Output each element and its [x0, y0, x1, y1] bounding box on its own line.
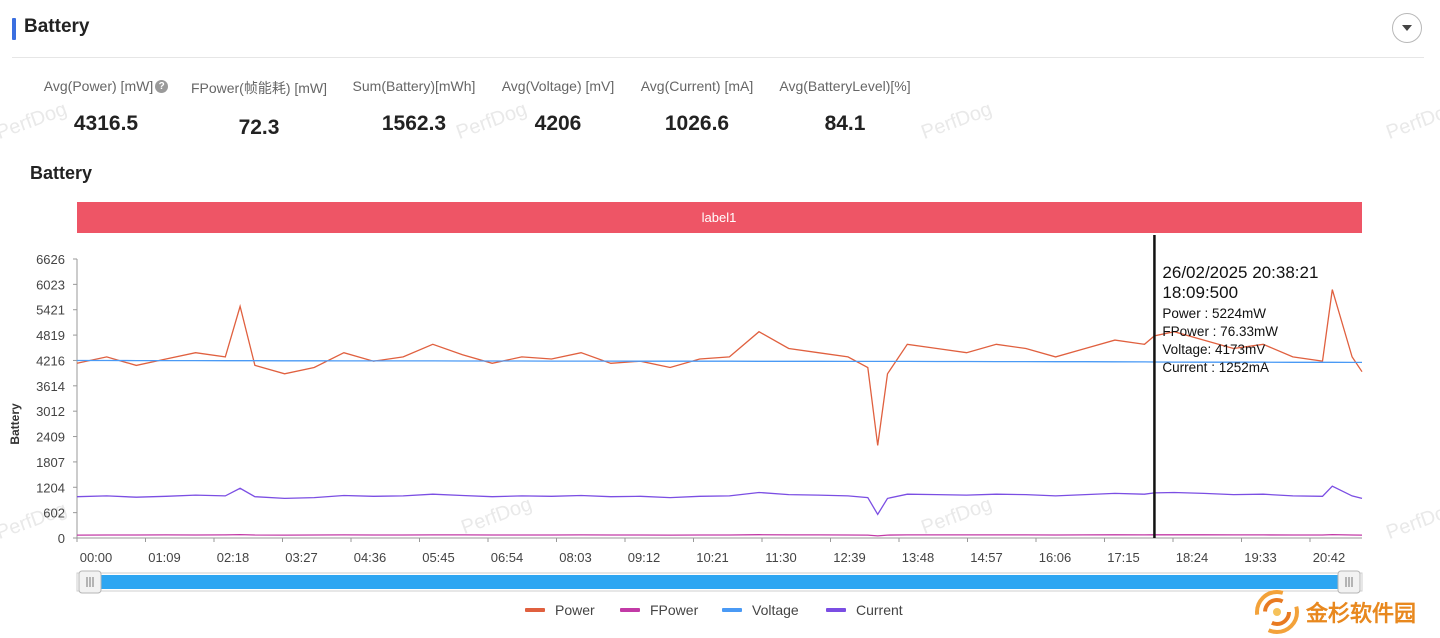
legend-label[interactable]: FPower [650, 602, 699, 618]
zoom-range[interactable] [89, 575, 1350, 589]
stat-fpower: FPower(帧能耗) [mW] 72.3 [187, 78, 331, 140]
x-tick-label: 04:36 [354, 550, 387, 565]
legend-label[interactable]: Power [555, 602, 595, 618]
tooltip-time2: 18:09:500 [1162, 283, 1238, 302]
legend-swatch[interactable] [525, 608, 545, 612]
y-tick-label: 0 [58, 531, 65, 546]
x-tick-label: 20:42 [1313, 550, 1346, 565]
stat-label: Avg(Current) [mA] [640, 78, 754, 94]
stat-avg-voltage: Avg(Voltage) [mV] 4206 [494, 78, 622, 136]
stat-value: 4206 [534, 112, 582, 135]
x-tick-label: 12:39 [833, 550, 866, 565]
y-tick-label: 4216 [36, 353, 65, 368]
brand-text: 金杉软件园 [1306, 602, 1417, 627]
x-tick-label: 17:15 [1107, 550, 1140, 565]
stat-avg-power: Avg(Power) [mW]? 4316.5 [36, 78, 176, 136]
y-tick-label: 602 [43, 506, 65, 521]
y-tick-label: 4819 [36, 328, 65, 343]
stat-avg-current: Avg(Current) [mA] 1026.6 [633, 78, 761, 136]
zoom-handle-left[interactable] [78, 570, 102, 594]
legend-swatch[interactable] [826, 608, 846, 612]
legend-label[interactable]: Voltage [752, 602, 799, 618]
series-voltage-line[interactable] [77, 359, 1362, 364]
section-title: Battery [24, 16, 90, 37]
legend-label[interactable]: Current [856, 602, 903, 618]
x-tick-label: 10:21 [696, 550, 729, 565]
stat-value: 84.1 [824, 112, 866, 135]
stat-sum-battery: Sum(Battery)[mWh] 1562.3 [344, 78, 484, 136]
label-band-text: label1 [702, 210, 737, 225]
stat-label: Avg(BatteryLevel)[%] [779, 78, 911, 94]
x-tick-label: 03:27 [285, 550, 318, 565]
x-tick-label: 00:00 [80, 550, 113, 565]
tooltip-time: 26/02/2025 20:38:21 [1162, 263, 1318, 282]
x-tick-label: 01:09 [148, 550, 181, 565]
x-tick-label: 06:54 [491, 550, 524, 565]
stat-label: FPower(帧能耗) [mW] [190, 80, 328, 96]
stat-value: 1026.6 [664, 112, 730, 135]
stat-label: Sum(Battery)[mWh] [352, 78, 476, 94]
x-tick-label: 18:24 [1176, 550, 1209, 565]
x-tick-label: 08:03 [559, 550, 592, 565]
stat-label: Avg(Power) [mW] [43, 78, 154, 94]
y-axis-label: Battery [8, 403, 22, 445]
tooltip-value: FPower : 76.33mW [1162, 324, 1278, 339]
brand-swirl-icon [1255, 590, 1299, 634]
stat-value: 1562.3 [381, 112, 447, 135]
tooltip-value: Power : 5224mW [1162, 306, 1266, 321]
series-current-line[interactable] [76, 485, 1363, 516]
battery-section-header: Battery [0, 0, 1440, 58]
y-tick-label: 3614 [36, 379, 65, 394]
x-tick-label: 09:12 [628, 550, 661, 565]
stat-value: 72.3 [238, 116, 280, 139]
y-tick-label: 1204 [36, 480, 65, 495]
label-band[interactable] [77, 202, 1362, 233]
collapse-toggle-button[interactable] [1392, 13, 1422, 43]
legend-swatch[interactable] [620, 608, 640, 612]
y-tick-label: 1807 [36, 455, 65, 470]
stat-label: Avg(Voltage) [mV] [501, 78, 615, 94]
x-tick-label: 11:30 [765, 550, 797, 565]
brand-logo: 金杉软件园 [1252, 586, 1432, 636]
x-tick-label: 13:48 [902, 550, 935, 565]
series-power-line[interactable] [76, 289, 1363, 446]
legend-swatch[interactable] [722, 608, 742, 612]
tooltip-value: Voltage: 4173mV [1162, 342, 1265, 357]
stat-value: 4316.5 [73, 112, 139, 135]
help-icon[interactable]: ? [155, 79, 169, 93]
tooltip-value: Current : 1252mA [1162, 360, 1269, 375]
y-tick-label: 3012 [36, 404, 65, 419]
x-tick-label: 05:45 [422, 550, 455, 565]
zoom-handle-right[interactable] [1337, 570, 1361, 594]
x-tick-label: 19:33 [1244, 550, 1277, 565]
stat-avg-battery-level: Avg(BatteryLevel)[%] 84.1 [772, 78, 918, 136]
chevron-down-icon [1402, 25, 1412, 31]
x-tick-label: 16:06 [1039, 550, 1072, 565]
y-tick-label: 2409 [36, 430, 65, 445]
x-tick-label: 14:57 [970, 550, 1003, 565]
chart-title: Battery [30, 163, 93, 183]
y-tick-label: 5421 [36, 303, 65, 318]
x-tick-label: 02:18 [217, 550, 250, 565]
y-tick-label: 6626 [36, 252, 65, 267]
header-accent-bar [12, 18, 16, 40]
y-tick-label: 6023 [36, 277, 65, 292]
series-fpower-line[interactable] [76, 533, 1363, 537]
header-divider [12, 57, 1424, 58]
